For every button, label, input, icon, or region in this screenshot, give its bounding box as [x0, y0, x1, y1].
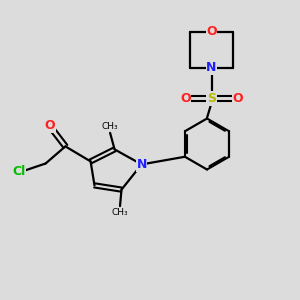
Text: N: N: [206, 61, 217, 74]
Text: CH₃: CH₃: [102, 122, 118, 131]
Text: N: N: [136, 158, 147, 171]
Text: O: O: [232, 92, 243, 105]
Text: Cl: Cl: [13, 165, 26, 178]
Text: O: O: [206, 25, 217, 38]
Text: CH₃: CH₃: [112, 208, 128, 217]
Text: O: O: [45, 119, 56, 132]
Text: O: O: [180, 92, 191, 105]
Text: S: S: [207, 92, 216, 105]
